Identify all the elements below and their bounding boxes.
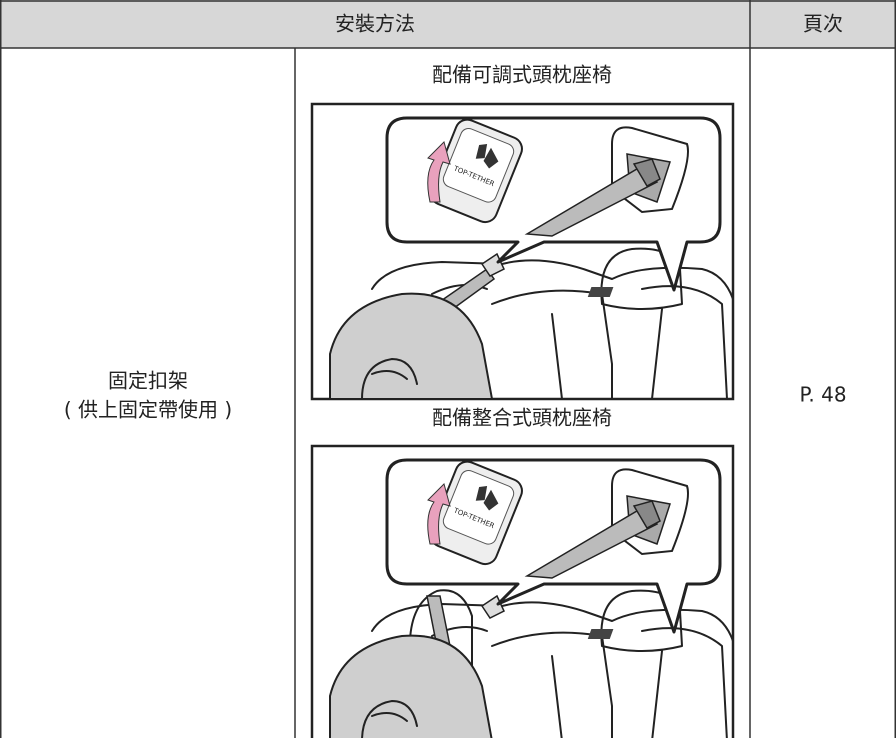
tether-strap <box>524 165 659 237</box>
header-background <box>0 0 896 48</box>
illustration: TOP-TETHER <box>310 102 735 401</box>
tag-inner <box>442 127 515 203</box>
tether-tag: TOP-TETHER <box>429 460 523 566</box>
seat-outline <box>431 284 728 400</box>
child-seat <box>329 292 494 400</box>
tether-strap <box>524 507 659 579</box>
method-name: 固定扣架 <box>108 369 188 393</box>
child-seat-detail <box>361 700 418 738</box>
figure-caption: 配備整合式頭枕座椅 <box>432 406 612 430</box>
tag-icon <box>475 485 499 511</box>
anchor <box>587 287 614 297</box>
tether-tag: TOP-TETHER <box>429 118 523 224</box>
child-seat-detail <box>361 358 418 400</box>
illustration: TOP-TETHER <box>310 444 735 738</box>
header-cell: 頁次 <box>803 12 843 36</box>
lift-arrow <box>427 483 451 545</box>
seat-outline <box>371 601 734 642</box>
seat-outline <box>371 259 734 300</box>
hook <box>632 500 661 530</box>
tag-inner <box>442 469 515 545</box>
hook <box>632 158 661 188</box>
anchor <box>587 629 614 639</box>
lift-arrow <box>427 141 451 203</box>
figure-caption: 配備可調式頭枕座椅 <box>432 63 612 87</box>
page-ref: P. 48 <box>799 383 846 407</box>
header-cell: 安裝方法 <box>335 12 415 36</box>
method-note: ( 供上固定帶使用 ) <box>64 398 232 422</box>
tag-icon <box>475 143 499 169</box>
seat-outline <box>431 626 728 738</box>
